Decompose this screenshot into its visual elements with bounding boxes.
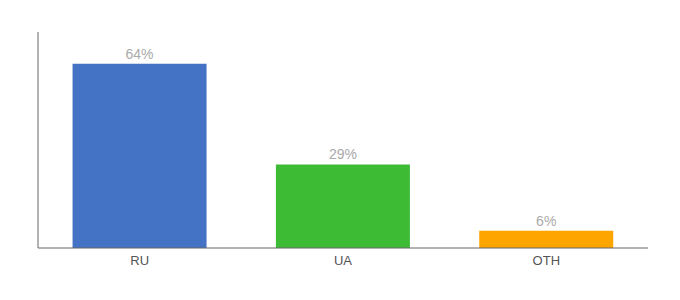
svg-text:RU: RU [130, 253, 149, 268]
svg-text:64%: 64% [126, 46, 154, 62]
svg-text:29%: 29% [329, 146, 357, 162]
svg-text:UA: UA [334, 253, 352, 268]
svg-text:6%: 6% [536, 213, 556, 229]
svg-text:OTH: OTH [533, 253, 560, 268]
